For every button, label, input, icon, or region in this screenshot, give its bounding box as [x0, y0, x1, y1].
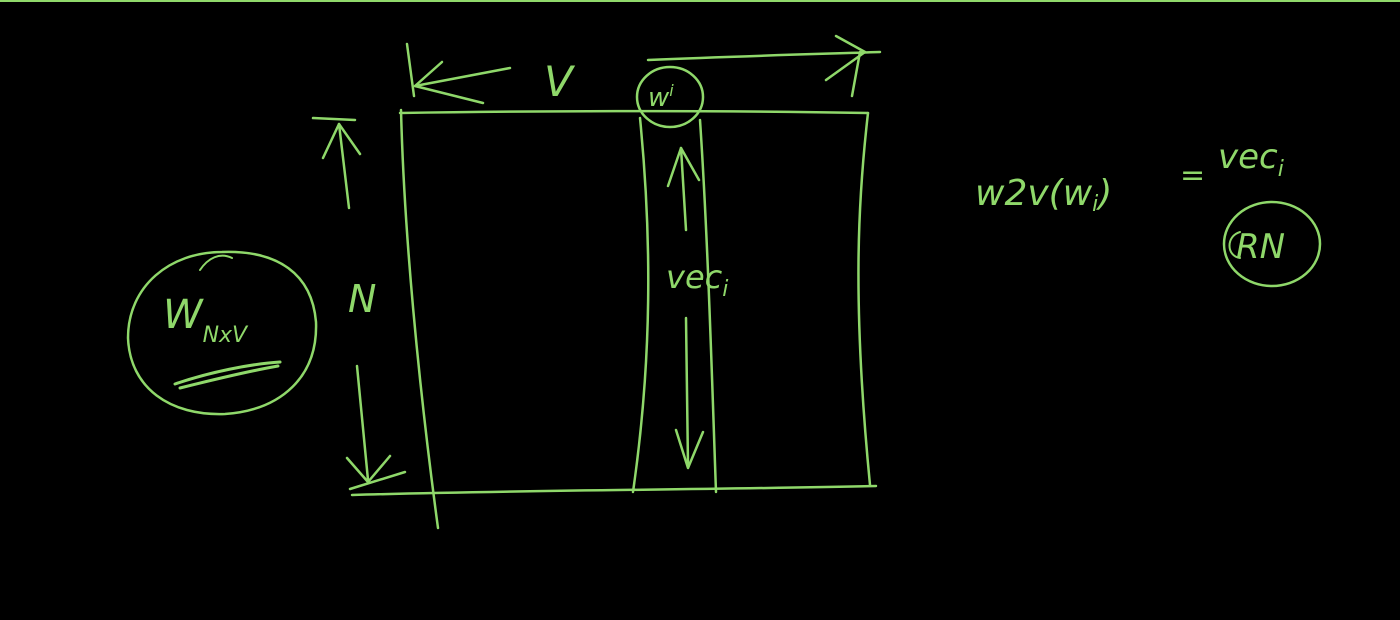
- matrix-name-annotation: WNxV: [126, 250, 318, 416]
- column-vector-label: veci: [666, 258, 728, 302]
- equation-equals: =: [1180, 158, 1205, 193]
- height-bottom-tick: [348, 470, 407, 491]
- width-right-arrow: [646, 50, 882, 62]
- matrix-name-circle-tail: [199, 254, 233, 271]
- word2vec-equation: w2v(wi) = veci: [975, 137, 1284, 217]
- vector-down-arrowhead: [674, 428, 705, 470]
- matrix-rectangle: [350, 108, 878, 530]
- column-vector: veci: [666, 146, 728, 470]
- height-dimension-label: N: [348, 277, 376, 321]
- matrix-name-label: WNxV: [163, 292, 249, 348]
- height-up-arrowhead: [321, 122, 362, 160]
- column-left-edge: [631, 116, 650, 494]
- matrix-column-highlight: [631, 116, 718, 494]
- equation-lhs: w2v(wi): [975, 173, 1112, 217]
- width-left-arrowhead: [413, 60, 485, 105]
- circled-note: RN: [1222, 200, 1322, 288]
- word-circle-outline: [635, 65, 705, 129]
- height-down-arrowhead: [345, 454, 392, 484]
- width-dimension: V: [405, 34, 882, 106]
- matrix-right-edge: [857, 111, 872, 487]
- column-right-edge: [698, 118, 718, 494]
- width-left-arrow: [413, 66, 512, 88]
- width-dimension-label: V: [544, 57, 576, 106]
- equation-rhs: veci: [1218, 137, 1284, 182]
- height-down-arrow: [355, 364, 370, 482]
- matrix-name-underline-2: [178, 364, 280, 390]
- matrix-bottom-edge: [350, 484, 878, 497]
- matrix-name-circle: [126, 250, 318, 416]
- height-dimension: N: [311, 116, 407, 491]
- vector-up-arrow: [679, 146, 688, 232]
- vector-down-arrow: [684, 316, 690, 468]
- vector-up-arrowhead: [666, 146, 701, 188]
- width-right-tick: [850, 50, 862, 98]
- word-cell-circle: wi: [635, 65, 705, 129]
- height-top-tick: [311, 116, 357, 122]
- word-cell-label: wi: [648, 81, 674, 113]
- height-up-arrow: [337, 122, 351, 210]
- note-label: RN: [1236, 227, 1285, 267]
- top-border-line: [0, 0, 1400, 2]
- note-circle: [1222, 200, 1322, 288]
- width-left-tick: [405, 42, 416, 98]
- matrix-left-edge: [399, 108, 440, 530]
- width-right-arrowhead: [824, 34, 867, 82]
- matrix-top-edge: [398, 109, 870, 115]
- note-scribble: [1228, 231, 1241, 259]
- matrix-name-underline: [173, 360, 282, 386]
